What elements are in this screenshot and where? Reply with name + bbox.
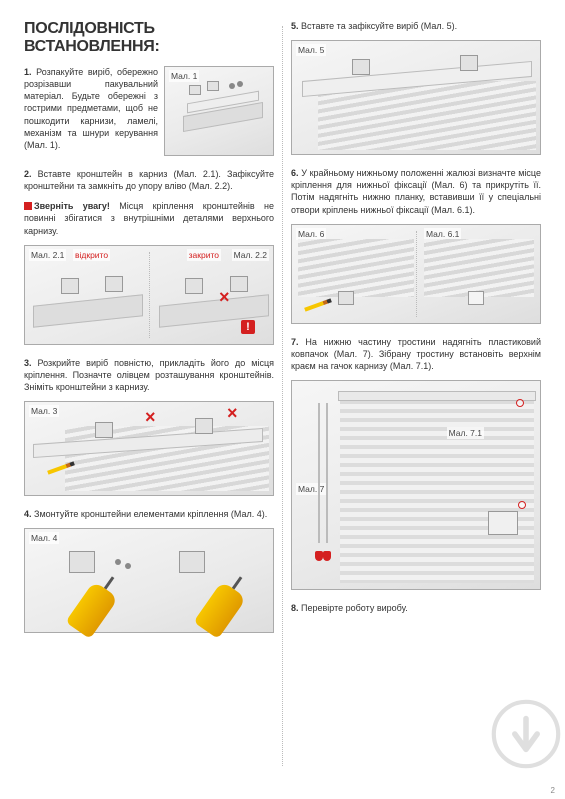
figure-7-label: Мал. 7 (296, 483, 326, 495)
figure-2: Мал. 2.1 відкрито закрито Мал. 2.2 ! × (24, 245, 274, 345)
figure-21-label: Мал. 2.1 (29, 249, 66, 261)
step-7-text: На нижню частину тростини надягніть плас… (291, 337, 541, 371)
figure-5: Мал. 5 (291, 40, 541, 155)
watermark-icon (491, 699, 561, 769)
figure-1-label: Мал. 1 (169, 70, 199, 82)
step-4-text: Змонтуйте кронштейни елементами кріпленн… (34, 509, 267, 519)
step-8: 8. Перевірте роботу виробу. (291, 602, 541, 614)
step-3-text: Розкрийте виріб повністю, прикладіть йог… (24, 358, 274, 392)
figure-3: Мал. 3 × × (24, 401, 274, 496)
step-1-text: Розпакуйте виріб, обережно розрізавши па… (24, 67, 158, 150)
step-7: 7. На нижню частину тростини надягніть п… (291, 336, 541, 372)
left-column: ПОСЛІДОВНІСТЬ ВСТАНОВЛЕННЯ: 1. Розпакуйт… (16, 20, 282, 791)
figure-6: Мал. 6 Мал. 6.1 (291, 224, 541, 324)
step-6-num: 6. (291, 168, 299, 178)
figure-2-open: відкрито (73, 249, 110, 261)
alert-icon: ! (241, 320, 255, 334)
warning-icon (24, 202, 32, 210)
page-number: 2 (551, 786, 555, 795)
step-4-num: 4. (24, 509, 32, 519)
figure-2-closed: закрито (187, 249, 221, 261)
step-5-text: Вставте та зафіксуйте виріб (Мал. 5). (301, 21, 457, 31)
step-2: 2. Вставте кронштейн в карниз (Мал. 2.1)… (24, 168, 274, 192)
figure-1: Мал. 1 (164, 66, 274, 156)
step-6-text: У крайньому нижньому положенні жалюзі ви… (291, 168, 541, 214)
step-1-num: 1. (24, 67, 32, 77)
step-3: 3. Розкрийте виріб повністю, прикладіть … (24, 357, 274, 393)
step-1: 1. Розпакуйте виріб, обережно розрізавши… (24, 66, 158, 160)
step-8-num: 8. (291, 603, 299, 613)
figure-7: Мал. 7 Мал. 7.1 (291, 380, 541, 590)
right-column: 5. Вставте та зафіксуйте виріб (Мал. 5).… (283, 20, 549, 791)
x-mark-icon: × (227, 406, 243, 422)
figure-4-label: Мал. 4 (29, 532, 59, 544)
x-mark-icon: × (219, 290, 235, 306)
step-2-num: 2. (24, 169, 32, 179)
figure-4: Мал. 4 (24, 528, 274, 633)
x-mark-icon: × (145, 410, 161, 426)
figure-3-label: Мал. 3 (29, 405, 59, 417)
step-5: 5. Вставте та зафіксуйте виріб (Мал. 5). (291, 20, 541, 32)
figure-5-label: Мал. 5 (296, 44, 326, 56)
figure-71-label: Мал. 7.1 (447, 427, 484, 439)
step-2-warn-label: Зверніть увагу! (34, 201, 110, 211)
figure-22-label: Мал. 2.2 (232, 249, 269, 261)
step-3-num: 3. (24, 358, 32, 368)
step-5-num: 5. (291, 21, 299, 31)
step-6: 6. У крайньому нижньому положенні жалюзі… (291, 167, 541, 216)
step-2-text: Вставте кронштейн в карниз (Мал. 2.1). З… (24, 169, 274, 191)
step-2-warning: Зверніть увагу! Місця кріплення кронштей… (24, 200, 274, 236)
section-title: ПОСЛІДОВНІСТЬ ВСТАНОВЛЕННЯ: (24, 20, 274, 56)
step-8-text: Перевірте роботу виробу. (301, 603, 408, 613)
step-4: 4. Змонтуйте кронштейни елементами кріпл… (24, 508, 274, 520)
step-7-num: 7. (291, 337, 299, 347)
